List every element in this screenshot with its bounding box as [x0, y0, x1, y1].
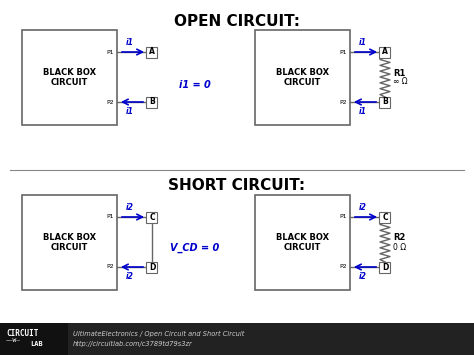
Text: D: D: [382, 262, 388, 272]
Bar: [255, 30, 350, 125]
Text: CIRCUIT: CIRCUIT: [51, 243, 88, 252]
Text: P2: P2: [106, 99, 114, 104]
FancyBboxPatch shape: [146, 262, 157, 273]
Text: P2: P2: [339, 264, 347, 269]
Text: i1: i1: [126, 38, 134, 47]
Text: i1 = 0: i1 = 0: [179, 80, 211, 90]
Text: A: A: [149, 48, 155, 56]
FancyBboxPatch shape: [380, 47, 391, 58]
Text: BLACK BOX: BLACK BOX: [276, 68, 329, 77]
Text: i2: i2: [126, 203, 134, 212]
Text: C: C: [382, 213, 388, 222]
Text: CIRCUIT: CIRCUIT: [284, 78, 321, 87]
FancyBboxPatch shape: [146, 47, 157, 58]
Text: CIRCUIT: CIRCUIT: [51, 78, 88, 87]
Text: ∞ Ω: ∞ Ω: [393, 77, 408, 87]
Text: LAB: LAB: [30, 341, 43, 347]
Text: P1: P1: [339, 214, 347, 219]
Text: BLACK BOX: BLACK BOX: [43, 68, 96, 77]
Text: i1: i1: [358, 38, 366, 47]
Text: R2: R2: [393, 234, 405, 242]
Text: http://circuitlab.com/c3789td79s3zr: http://circuitlab.com/c3789td79s3zr: [73, 341, 193, 347]
Text: P2: P2: [339, 99, 347, 104]
Text: BLACK BOX: BLACK BOX: [276, 233, 329, 242]
Text: i2: i2: [358, 272, 366, 281]
FancyBboxPatch shape: [380, 212, 391, 223]
Text: B: B: [382, 98, 388, 106]
Text: P2: P2: [106, 264, 114, 269]
FancyBboxPatch shape: [380, 97, 391, 108]
Text: P1: P1: [107, 214, 114, 219]
Text: P1: P1: [107, 49, 114, 55]
Text: V_CD = 0: V_CD = 0: [170, 243, 219, 253]
Text: UltimateElectronics / Open Circuit and Short Circuit: UltimateElectronics / Open Circuit and S…: [73, 331, 245, 337]
Text: D: D: [149, 262, 155, 272]
Text: P1: P1: [339, 49, 347, 55]
Bar: [22, 30, 117, 125]
Text: B: B: [149, 98, 155, 106]
FancyBboxPatch shape: [380, 262, 391, 273]
Text: CIRCUIT: CIRCUIT: [6, 328, 38, 338]
Text: i1: i1: [126, 107, 134, 116]
FancyBboxPatch shape: [146, 212, 157, 223]
Text: ~—W—: ~—W—: [6, 339, 21, 344]
Text: i2: i2: [358, 203, 366, 212]
FancyBboxPatch shape: [146, 97, 157, 108]
Text: i2: i2: [126, 272, 134, 281]
Text: SHORT CIRCUIT:: SHORT CIRCUIT:: [168, 178, 306, 193]
Text: R1: R1: [393, 69, 405, 77]
Text: CIRCUIT: CIRCUIT: [284, 243, 321, 252]
Bar: [22, 195, 117, 290]
Text: BLACK BOX: BLACK BOX: [43, 233, 96, 242]
Text: OPEN CIRCUIT:: OPEN CIRCUIT:: [174, 14, 300, 29]
Text: i1: i1: [358, 107, 366, 116]
Text: 0 Ω: 0 Ω: [393, 242, 406, 251]
Text: A: A: [382, 48, 388, 56]
Bar: [255, 195, 350, 290]
Text: C: C: [149, 213, 155, 222]
Bar: [0, 323, 68, 355]
Bar: [0, 323, 474, 355]
